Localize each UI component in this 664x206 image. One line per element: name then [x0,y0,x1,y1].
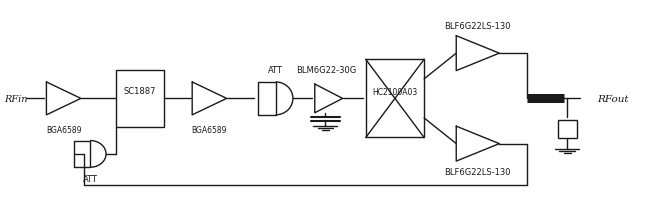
Text: BGA6589: BGA6589 [192,125,227,135]
Text: RFout: RFout [597,94,629,103]
Text: ATT: ATT [268,65,283,74]
Bar [558,120,576,139]
Text: HC2100A03: HC2100A03 [373,87,418,96]
Text: SC1887: SC1887 [124,86,156,95]
Text: BGA6589: BGA6589 [46,125,82,135]
Bar [116,70,164,128]
Text: RFin: RFin [4,94,27,103]
Text: ATT: ATT [82,175,98,184]
Text: BLF6G22LS-130: BLF6G22LS-130 [444,21,511,30]
Text: BLF6G22LS-130: BLF6G22LS-130 [444,167,511,176]
Text: BLM6G22-30G: BLM6G22-30G [296,65,357,74]
Bar [366,60,424,138]
